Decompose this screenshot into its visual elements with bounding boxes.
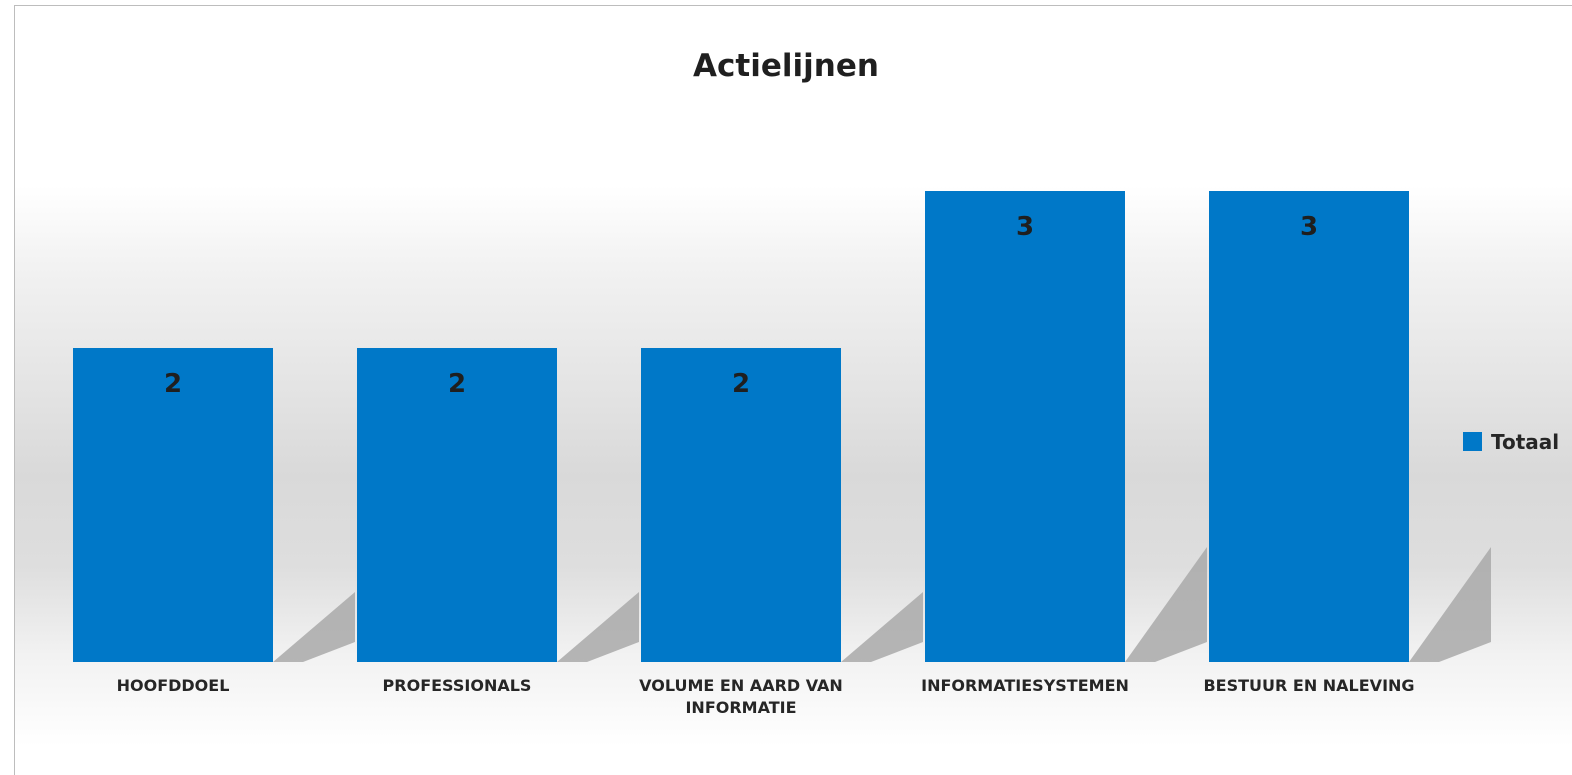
shadow-layer — [273, 547, 1491, 662]
bar-3 — [641, 348, 841, 662]
data-label-4: 3 — [1016, 212, 1034, 242]
bar-shadow — [841, 592, 923, 662]
bar-2 — [357, 348, 557, 662]
data-label-3: 2 — [732, 369, 750, 399]
category-label-4: INFORMATIESYSTEMEN — [921, 676, 1129, 695]
bar-shadow — [557, 592, 639, 662]
bar-shadow — [273, 592, 355, 662]
category-labels: HOOFDDOEL PROFESSIONALS VOLUME EN AARD VAN… — [117, 676, 1415, 717]
bar-4 — [925, 191, 1125, 662]
category-label-5: BESTUUR EN NALEVING — [1203, 676, 1414, 695]
bar-5 — [1209, 191, 1409, 662]
chart-area: Actielijnen 2 2 2 3 3 HOOFDDOEL PROFESSIONALS… — [14, 5, 1572, 775]
legend-swatch — [1463, 432, 1482, 451]
data-label-5: 3 — [1300, 212, 1318, 242]
data-label-2: 2 — [448, 369, 466, 399]
bar-shadow — [1409, 547, 1491, 662]
bar-shadow — [1125, 547, 1207, 662]
legend: Totaal — [1463, 430, 1559, 454]
chart-title: Actielijnen — [693, 48, 879, 84]
bar-chart: Actielijnen 2 2 2 3 3 HOOFDDOEL PROFESSIONALS… — [73, 48, 1559, 717]
category-label-3: VOLUME EN AARD VAN INFORMATIE — [639, 676, 843, 717]
bar-1 — [73, 348, 273, 662]
category-label-1: HOOFDDOEL — [117, 676, 230, 695]
legend-label-totaal: Totaal — [1491, 430, 1559, 454]
data-label-1: 2 — [164, 369, 182, 399]
bars-layer: 2 2 2 3 3 — [73, 191, 1409, 662]
category-label-2: PROFESSIONALS — [383, 676, 532, 695]
